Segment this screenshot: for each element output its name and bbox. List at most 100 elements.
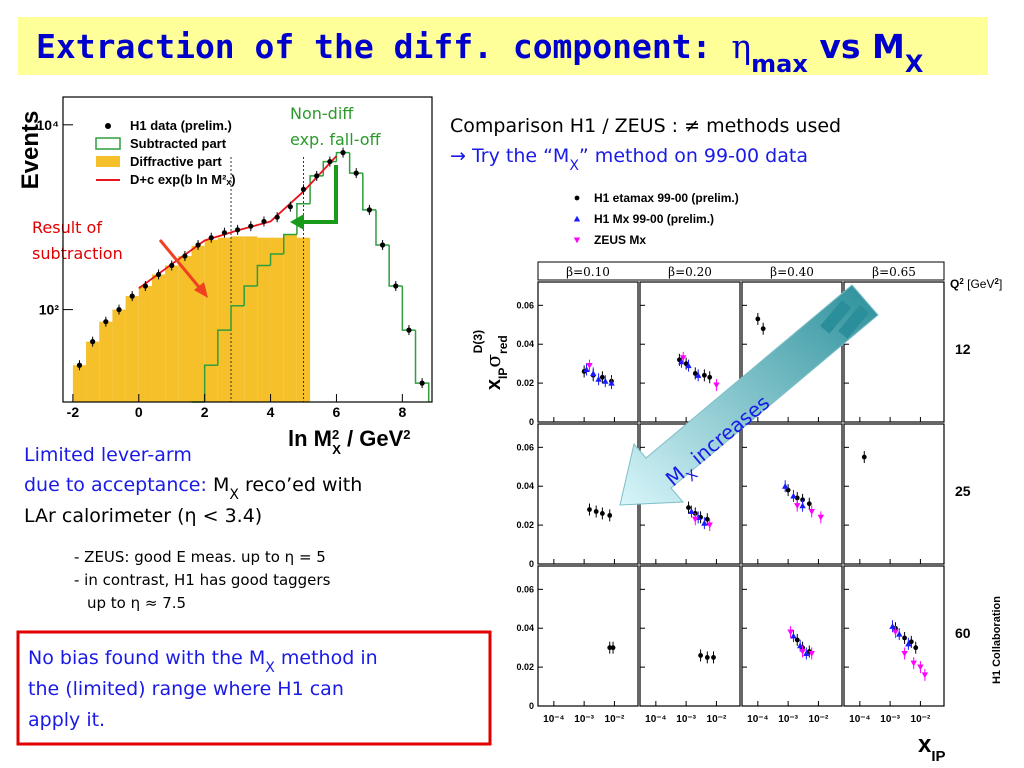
- data-point: [799, 648, 806, 655]
- x-tick-label: 4: [267, 404, 275, 420]
- data-point: [707, 374, 713, 380]
- data-point: [610, 645, 616, 651]
- diffractive-bar: [99, 321, 113, 402]
- subtracted-step: [282, 233, 297, 254]
- subtracted-step: [362, 173, 376, 211]
- subtracted-step: [375, 209, 390, 246]
- data-point: [393, 283, 399, 289]
- data-point: [701, 372, 707, 378]
- arrow-bar: [820, 300, 852, 334]
- data-point: [711, 654, 716, 660]
- y-tick-label: 0.02: [516, 662, 534, 672]
- y-tick-label: 0.04: [516, 339, 534, 349]
- data-point: [235, 227, 241, 233]
- data-point: [406, 327, 412, 333]
- y-tick-label: 0.02: [516, 520, 534, 530]
- conclusion-box: [16, 630, 492, 746]
- lever-line: LAr calorimeter (η < 3.4): [24, 505, 262, 527]
- x-tick-label: 10⁻⁴: [849, 714, 870, 725]
- annotation: Non-diff: [290, 104, 354, 123]
- diffractive-bar: [151, 274, 166, 402]
- x-tick-label: 10⁻⁴: [645, 714, 666, 725]
- annotation: Result of: [32, 218, 102, 237]
- conclusion-line: No bias found with the MX method in: [28, 647, 378, 676]
- data-point: [794, 495, 800, 501]
- credit: H1 Collaboration: [991, 596, 1003, 684]
- diffractive-bar: [86, 341, 100, 402]
- text-part: M: [207, 474, 229, 496]
- histogram-plot: -2 0 2 4 6 8 10² 10⁴ H1 data (prelim.) Subtracted…: [37, 96, 433, 420]
- legend-symbol: [573, 215, 581, 222]
- x-tick-label: 10⁻²: [809, 714, 829, 725]
- conclusion-line: apply it.: [28, 709, 105, 731]
- legend-label: Subtracted part: [130, 136, 227, 151]
- data-point: [169, 262, 175, 269]
- data-point: [287, 204, 293, 210]
- diffractive-bar: [72, 365, 87, 402]
- panel-frame: [843, 565, 945, 707]
- data-point: [340, 150, 346, 156]
- data-point: [116, 307, 122, 313]
- comparison-line: Comparison H1 / ZEUS : ≠ methods used: [450, 115, 841, 137]
- trend-arrow: MX increases: [619, 284, 879, 506]
- data-point: [587, 507, 592, 512]
- text-sup: 2: [994, 277, 999, 286]
- text-part: x: [918, 731, 932, 758]
- legend-label: H1 data (prelim.): [130, 118, 232, 133]
- annotation-arrow: [158, 239, 205, 293]
- column-label: β=0.20: [668, 265, 712, 279]
- subtracted-step: [243, 285, 258, 306]
- data-point: [790, 492, 797, 499]
- x-tick-label: 0: [135, 404, 143, 420]
- data-point: [785, 487, 791, 493]
- diffractive-bar: [165, 265, 179, 402]
- subtracted-step: [256, 264, 271, 287]
- data-point: [921, 672, 929, 679]
- data-point: [353, 170, 359, 176]
- data-point: [892, 629, 899, 636]
- data-point: [599, 511, 605, 516]
- legend-label: ZEUS Mx: [594, 233, 646, 247]
- data-point: [794, 503, 801, 509]
- data-point: [300, 186, 307, 192]
- annotation-arrow: [300, 165, 338, 224]
- x-tick-label: 2: [201, 404, 209, 420]
- text-sub: X: [229, 487, 239, 503]
- y-tick-label: 0.06: [516, 584, 534, 594]
- data-point: [586, 363, 593, 369]
- text-sub: IP: [496, 368, 510, 379]
- diffractive-bar: [244, 236, 258, 402]
- arrow-bar: [838, 305, 870, 339]
- y-tick-label: 0.04: [516, 623, 534, 633]
- y-tick-label: 0.04: [516, 481, 534, 491]
- x-tick-label: 8: [398, 404, 406, 420]
- data-point: [902, 635, 907, 641]
- annotation: subtraction: [32, 244, 123, 263]
- diffractive-bar: [138, 286, 152, 402]
- text-part: ” method on 99-00 data: [579, 145, 808, 167]
- text-sup: 2: [403, 427, 410, 442]
- data-point: [908, 639, 914, 645]
- row-label: 60: [955, 625, 971, 641]
- data-point: [896, 630, 903, 637]
- data-point: [686, 505, 691, 511]
- subtracted-step: [230, 305, 245, 331]
- panel-frame: [843, 281, 945, 423]
- text-part: No bias found with the M: [28, 647, 265, 669]
- data-point: [688, 508, 695, 515]
- data-point: [679, 355, 687, 362]
- y-tick-label: 0: [529, 417, 534, 427]
- arrow-head: [194, 282, 208, 298]
- text-sup: 2: [959, 277, 964, 286]
- diffractive-bar: [270, 237, 284, 402]
- subtracted-step: [401, 286, 416, 331]
- title-sub: X: [905, 50, 924, 78]
- title: Extraction of the diff. component: ηmax …: [36, 27, 924, 78]
- data-point: [808, 508, 815, 515]
- data-point: [607, 512, 613, 518]
- y-axis-label: xIPσred D(3): [471, 330, 510, 390]
- data-point: [701, 519, 708, 526]
- header-strip: [537, 261, 945, 281]
- x-tick-label: 10⁻³: [574, 714, 594, 725]
- data-point: [781, 483, 789, 489]
